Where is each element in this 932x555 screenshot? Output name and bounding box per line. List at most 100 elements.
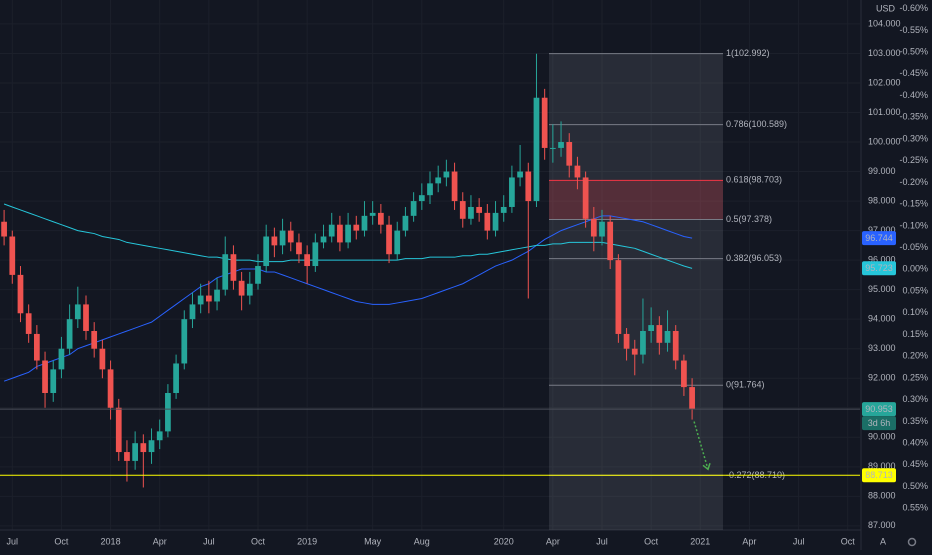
candle-body [549, 147, 556, 149]
candle-body [435, 177, 442, 184]
moving-average [3, 215, 693, 382]
projection-arrow-head [702, 463, 711, 471]
candle-body [476, 206, 483, 213]
candle-body [377, 212, 384, 225]
x-tick-label: Apr [546, 536, 560, 546]
candle-body [287, 230, 294, 243]
candle-body [9, 236, 16, 275]
candle-body [328, 224, 335, 237]
y2-tick-label: -0.50% [899, 47, 928, 57]
candle-body [1, 221, 7, 237]
price-badge [862, 261, 896, 276]
x-tick-label: Jul [793, 536, 805, 546]
candle-body [304, 254, 311, 267]
y-tick-label: 98.000 [868, 195, 896, 205]
price-badge [862, 468, 896, 483]
candle-body [345, 224, 351, 243]
candle-body [623, 333, 630, 349]
candle-body [230, 254, 237, 281]
x-tick-label: 2018 [101, 536, 121, 546]
y-tick-label: 104.000 [868, 18, 901, 28]
y2-tick-label: -0.25% [899, 155, 928, 165]
y2-tick-label: 0.55% [902, 503, 928, 513]
y2-tick-label: -0.05% [899, 242, 928, 252]
candle-body [99, 348, 106, 370]
candle-body [468, 206, 474, 219]
y2-tick-label: 0.20% [902, 351, 928, 361]
candle-body [50, 369, 57, 393]
candle-body [386, 224, 392, 255]
candle-body [337, 224, 343, 243]
y-tick-label: 101.000 [868, 107, 901, 117]
fib-zone [549, 180, 723, 220]
x-tick-label: Oct [251, 536, 266, 546]
candle-body [353, 224, 360, 231]
price-badge [862, 231, 896, 246]
candle-body [17, 274, 24, 314]
y-tick-label: 94.000 [868, 314, 896, 324]
price-badge-label: 90.953 [865, 404, 893, 414]
candle-body [484, 212, 491, 231]
candle-body [599, 221, 605, 237]
y2-tick-label: 0.05% [902, 285, 928, 295]
y2-tick-label: 0.35% [902, 416, 928, 426]
countdown-badge [862, 416, 896, 431]
x-tick-label: Oct [841, 536, 856, 546]
x-tick-label: Jul [203, 536, 215, 546]
candle-body [648, 325, 655, 331]
y-tick-label: 92.000 [868, 373, 896, 383]
y-tick-label: 89.000 [868, 461, 896, 471]
candle-body [222, 254, 229, 290]
y2-tick-label: -0.15% [899, 199, 928, 209]
candle-body [42, 360, 48, 393]
candle-body [509, 177, 515, 207]
fib-label: 0(91.764) [726, 380, 765, 390]
x-tick-label: Jul [7, 536, 19, 546]
candle-body [296, 242, 302, 255]
y2-tick-label: 0.50% [902, 481, 928, 491]
y-tick-label: 97.000 [868, 225, 896, 235]
fib-range [549, 53, 723, 530]
fib-label: 0.786(100.589) [726, 119, 787, 129]
y-tick-label: 90.000 [868, 432, 896, 442]
fib-label: 0.5(97.378) [726, 214, 772, 224]
fib-label: 1(102.992) [726, 48, 770, 58]
candle-body [66, 319, 73, 349]
candle-body [541, 97, 548, 148]
fib-label: 0.618(98.703) [726, 175, 782, 185]
settings-icon[interactable] [907, 537, 917, 547]
auto-button[interactable]: A [880, 536, 886, 546]
y-tick-label: 93.000 [868, 343, 896, 353]
candle-body [656, 325, 663, 343]
candle-body [558, 142, 564, 148]
y2-tick-label: -0.40% [899, 90, 928, 100]
y2-tick-label: -0.10% [899, 220, 928, 230]
y2-tick-label: -0.20% [899, 177, 928, 187]
fib-label: 0.382(96.053) [726, 253, 782, 263]
candle-body [58, 348, 65, 370]
currency-label: USD [876, 3, 896, 13]
candle-body [107, 369, 114, 408]
x-tick-label: Apr [153, 536, 167, 546]
candle-body [271, 236, 278, 246]
candle-body [83, 304, 89, 331]
candle-body [25, 313, 32, 334]
candle-body [181, 319, 188, 364]
candle-body [525, 171, 532, 202]
y-tick-label: 102.000 [868, 77, 901, 87]
candle-body [410, 201, 417, 216]
candle-body [615, 260, 622, 334]
x-tick-label: Oct [644, 536, 659, 546]
price-badge [862, 402, 896, 417]
candle-body [566, 142, 573, 166]
y2-tick-label: 0.00% [902, 264, 928, 274]
candle-body [214, 289, 220, 302]
y2-tick-label: -0.55% [899, 25, 928, 35]
candle-body [672, 330, 679, 361]
candle-body [255, 266, 261, 284]
candle-body [394, 230, 401, 255]
candle-body [361, 215, 368, 231]
x-tick-label: 2020 [494, 536, 514, 546]
candle-body [165, 392, 171, 432]
